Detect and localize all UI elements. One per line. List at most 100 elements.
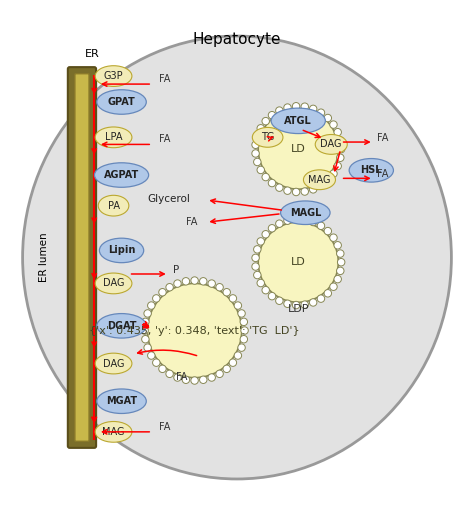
Circle shape — [324, 228, 331, 235]
Circle shape — [254, 271, 261, 279]
Text: Glycerol: Glycerol — [147, 194, 190, 203]
Circle shape — [317, 182, 325, 189]
Circle shape — [234, 302, 242, 310]
Text: DGAT: DGAT — [107, 321, 137, 331]
Circle shape — [292, 188, 300, 196]
Circle shape — [191, 277, 198, 284]
Text: Lipin: Lipin — [108, 246, 135, 255]
Text: ATGL: ATGL — [284, 116, 312, 126]
Circle shape — [142, 335, 149, 343]
Ellipse shape — [349, 159, 393, 182]
Circle shape — [144, 344, 151, 351]
Circle shape — [301, 103, 309, 110]
Ellipse shape — [95, 421, 132, 442]
Circle shape — [317, 295, 325, 302]
Ellipse shape — [94, 163, 149, 187]
Text: LPA: LPA — [105, 132, 122, 142]
Ellipse shape — [97, 314, 146, 338]
Circle shape — [310, 218, 317, 226]
Circle shape — [334, 242, 341, 249]
Circle shape — [337, 137, 344, 144]
Ellipse shape — [315, 134, 347, 154]
Circle shape — [284, 187, 291, 194]
Circle shape — [174, 280, 181, 287]
Circle shape — [262, 174, 269, 181]
Ellipse shape — [303, 170, 336, 190]
Ellipse shape — [95, 66, 132, 87]
Circle shape — [142, 318, 149, 325]
Circle shape — [223, 365, 230, 372]
Circle shape — [229, 359, 237, 366]
Ellipse shape — [252, 127, 283, 147]
Text: LD: LD — [291, 257, 306, 267]
FancyBboxPatch shape — [75, 74, 89, 441]
Circle shape — [240, 318, 247, 325]
Text: PA: PA — [108, 201, 119, 211]
Circle shape — [284, 300, 291, 307]
Circle shape — [159, 365, 166, 372]
Circle shape — [268, 111, 276, 119]
Circle shape — [174, 374, 181, 381]
Circle shape — [153, 295, 160, 302]
Ellipse shape — [98, 195, 129, 216]
Text: FA: FA — [176, 372, 187, 382]
Text: LD: LD — [291, 144, 306, 154]
Ellipse shape — [97, 389, 146, 414]
Text: P: P — [173, 265, 180, 274]
Circle shape — [208, 374, 215, 381]
Circle shape — [252, 263, 259, 270]
Ellipse shape — [95, 273, 132, 294]
Circle shape — [268, 293, 276, 300]
Circle shape — [254, 132, 261, 140]
Circle shape — [262, 231, 269, 238]
Circle shape — [144, 310, 151, 317]
Text: MAG: MAG — [308, 175, 331, 185]
Circle shape — [147, 352, 155, 359]
Circle shape — [310, 105, 317, 113]
Circle shape — [276, 107, 283, 114]
Circle shape — [301, 188, 309, 195]
Circle shape — [330, 283, 337, 290]
Circle shape — [276, 184, 283, 192]
Text: ER: ER — [84, 49, 99, 59]
Circle shape — [258, 109, 338, 189]
Circle shape — [238, 344, 245, 351]
Circle shape — [216, 284, 223, 291]
Text: DAG: DAG — [103, 358, 124, 369]
Text: MAG: MAG — [102, 427, 125, 437]
Circle shape — [147, 283, 242, 377]
Circle shape — [310, 185, 317, 193]
Circle shape — [223, 288, 230, 296]
Circle shape — [153, 359, 160, 366]
Circle shape — [254, 158, 261, 166]
Text: GPAT: GPAT — [108, 97, 136, 107]
Text: DAG: DAG — [103, 279, 124, 288]
Circle shape — [216, 370, 223, 377]
Circle shape — [330, 121, 337, 128]
Circle shape — [337, 154, 344, 162]
Circle shape — [238, 310, 245, 317]
Circle shape — [276, 297, 283, 304]
Circle shape — [257, 279, 264, 287]
Text: MGAT: MGAT — [106, 396, 137, 406]
Text: HSL: HSL — [361, 165, 382, 175]
Text: G3P: G3P — [104, 71, 123, 81]
Text: AGPAT: AGPAT — [104, 170, 139, 180]
Circle shape — [258, 222, 338, 302]
Circle shape — [257, 237, 264, 245]
Text: FA: FA — [377, 133, 389, 143]
Text: FA: FA — [377, 169, 389, 179]
Text: FA: FA — [159, 74, 171, 84]
Circle shape — [301, 301, 309, 308]
Circle shape — [324, 114, 331, 122]
Text: ER lumen: ER lumen — [39, 233, 49, 282]
Circle shape — [252, 141, 259, 148]
Circle shape — [252, 150, 259, 157]
Ellipse shape — [97, 90, 146, 114]
Ellipse shape — [271, 108, 325, 133]
Circle shape — [141, 327, 148, 334]
Circle shape — [200, 278, 207, 285]
Circle shape — [317, 222, 325, 230]
Circle shape — [337, 267, 344, 274]
Circle shape — [159, 288, 166, 296]
